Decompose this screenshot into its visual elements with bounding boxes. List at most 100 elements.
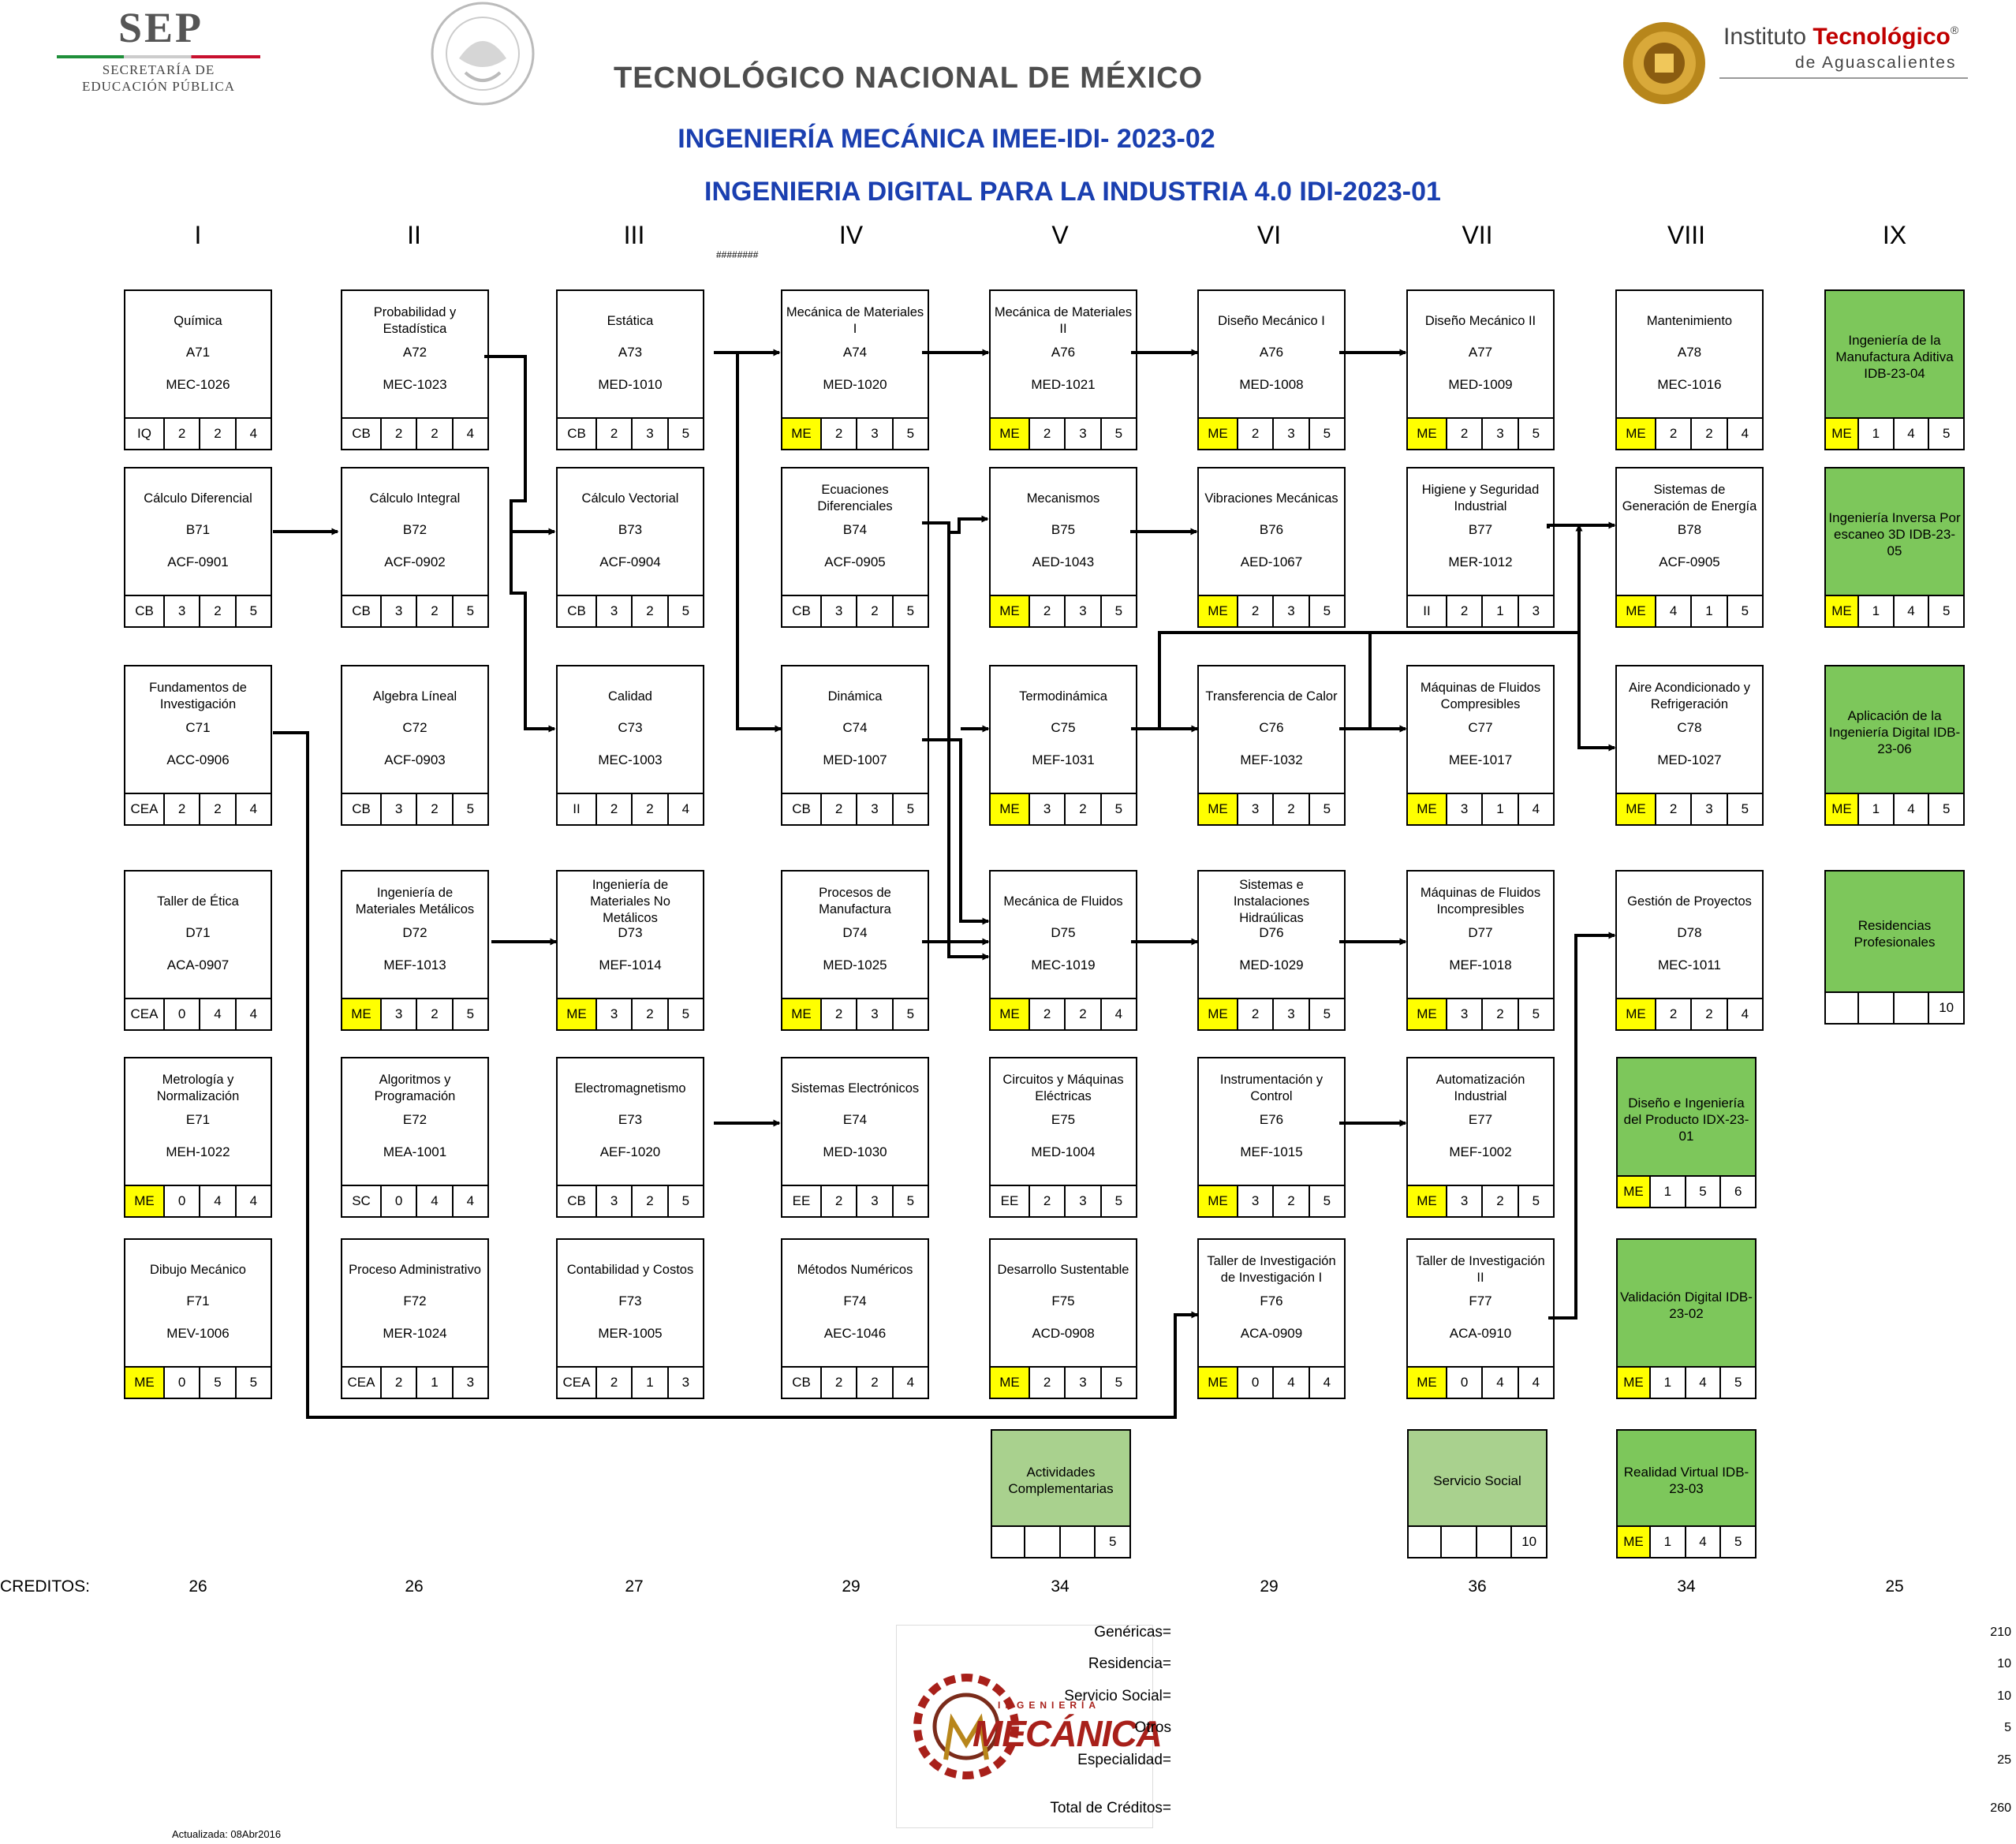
area-cell: CB xyxy=(782,1368,822,1398)
theory-hours: 0 xyxy=(382,1186,418,1216)
credits-cell: 5 xyxy=(906,801,915,816)
course-name: Dinámica xyxy=(827,689,883,704)
course-clave: MEE-1017 xyxy=(1448,752,1513,767)
area-cell: CB xyxy=(782,794,822,824)
semester-credits: 29 xyxy=(1260,1577,1279,1596)
summary-value: 5 xyxy=(2004,1721,2011,1734)
course-box: Procesos de Manufactura D74 MED-1025 ME 2 3 5 xyxy=(781,870,929,1031)
practice-hours: 3 xyxy=(1066,419,1102,449)
course-box: Circuitos y Máquinas Eléctricas E75 MED-10… xyxy=(989,1057,1137,1218)
area-cell: ME xyxy=(1199,596,1238,626)
credits-cell: 4 xyxy=(249,1006,258,1021)
course-clave: ACA-0910 xyxy=(1449,1326,1512,1341)
course-name: Métodos Numéricos xyxy=(797,1262,913,1277)
actividades-box: Actividades Complementarias 5 xyxy=(991,1429,1131,1558)
semester-header: IV xyxy=(838,221,864,249)
area-cell: ME xyxy=(991,999,1030,1029)
area-cell: CB xyxy=(558,596,597,626)
credit-row: ME 3 2 5 xyxy=(558,998,703,1029)
specialty-course: Ingeniería Inversa Por escaneo 3D IDB-23… xyxy=(1824,467,1965,628)
practice-hours: 2 xyxy=(857,596,894,626)
course-name: Sistemas de Generación de Energía xyxy=(1622,483,1757,513)
area-cell: EE xyxy=(782,1186,822,1216)
credits-cell: 5 xyxy=(1323,1193,1331,1208)
course-clave: MEC-1016 xyxy=(1657,377,1722,392)
course-box: Desarrollo Sustentable F75 ACD-0908 ME 2 3 5 xyxy=(989,1238,1137,1399)
credit-row: 10 xyxy=(1826,991,1963,1023)
credits-label: CREDITOS: xyxy=(0,1577,90,1596)
course-code: C73 xyxy=(618,720,643,735)
practice-hours: 3 xyxy=(857,419,894,449)
summary-value: 25 xyxy=(1997,1753,2011,1767)
course-name: Contabilidad y Costos xyxy=(566,1262,694,1277)
credit-row: CB 2 2 4 xyxy=(782,1366,928,1398)
course-name: Automatización Industrial xyxy=(1435,1073,1525,1103)
course-code: A78 xyxy=(1677,345,1702,360)
credit-row: ME 2 3 5 xyxy=(991,1366,1136,1398)
course-code: F77 xyxy=(1469,1293,1492,1308)
course-clave: ACF-0901 xyxy=(167,554,229,569)
course-code: B77 xyxy=(1468,522,1493,537)
area-cell: ME xyxy=(1199,1186,1238,1216)
semester-header: III xyxy=(623,221,645,249)
credit-row: ME 2 3 5 xyxy=(991,595,1136,626)
course-clave: ACF-0903 xyxy=(384,752,446,767)
practice-hours: 3 xyxy=(857,999,894,1029)
actividades-label: Actividades Complementarias xyxy=(1008,1465,1114,1496)
ita-logo-rule xyxy=(1719,77,1968,79)
theory-hours: 3 xyxy=(597,1186,633,1216)
credit-row: ME 1 4 5 xyxy=(1826,595,1963,626)
area-cell: II xyxy=(1408,596,1447,626)
theory-hours: 2 xyxy=(1030,999,1066,1029)
practice-hours: 3 xyxy=(1692,794,1728,824)
ita-logo-line2: de Aguascalientes xyxy=(1795,54,1957,72)
course-box: Dibujo Mecánico F71 MEV-1006 ME 0 5 5 xyxy=(124,1238,272,1399)
theory-hours: 3 xyxy=(382,999,418,1029)
course-name: Química xyxy=(174,313,222,328)
course-name: Gestión de Proyectos xyxy=(1627,894,1752,909)
area-cell: ME xyxy=(991,596,1030,626)
theory-hours: 3 xyxy=(822,596,858,626)
credit-row: ME 3 1 4 xyxy=(1408,793,1553,824)
course-box: Máquinas de Fluidos Compresibles C77 MEE-1… xyxy=(1406,665,1555,826)
specialty-course: Validación Digital IDB-23-02 ME 1 4 5 xyxy=(1616,1238,1757,1399)
sep-logo-subtitle: SECRETARÍA DE EDUCACIÓN PÚBLICA xyxy=(81,62,236,94)
theory-hours: 2 xyxy=(1447,596,1484,626)
course-code: E73 xyxy=(618,1112,643,1127)
course-clave: AEC-1046 xyxy=(823,1326,887,1341)
course-clave: MED-1020 xyxy=(823,377,887,392)
course-name: Sistemas e Instalaciones Hidraúlicas xyxy=(1233,877,1310,925)
credits-cell: 5 xyxy=(681,1006,690,1021)
course-box: Calidad C73 MEC-1003 II 2 2 4 xyxy=(556,665,704,826)
course-clave: MEC-1019 xyxy=(1031,957,1096,972)
area-cell: EE xyxy=(991,1186,1030,1216)
semester-credits: 29 xyxy=(842,1577,861,1596)
course-code: A77 xyxy=(1468,345,1493,360)
tecnm-heading: TECNOLÓGICO NACIONAL DE MÉXICO xyxy=(614,62,1204,95)
summary-label: Genéricas= xyxy=(1094,1624,1171,1641)
credit-row: II 2 2 4 xyxy=(558,793,703,824)
theory-hours: 2 xyxy=(382,419,418,449)
servicio-social-box: Servicio Social 10 xyxy=(1407,1429,1547,1558)
course-box: Mantenimiento A78 MEC-1016 ME 2 2 4 xyxy=(1615,289,1764,450)
practice-hours: 3 xyxy=(1274,596,1310,626)
course-code: B78 xyxy=(1677,522,1702,537)
course-code: D74 xyxy=(842,925,868,940)
semester-credits: 27 xyxy=(625,1577,644,1596)
course-box: Mecánica de Materiales I A74 MED-1020 ME 2 3 5 xyxy=(781,289,929,450)
theory-hours: 4 xyxy=(1656,596,1693,626)
specialty-course: Ingeniería de la Manufactura Aditiva IDB… xyxy=(1824,289,1965,450)
credit-row: CB 2 3 5 xyxy=(558,417,703,449)
credit-row: ME 1 4 5 xyxy=(1618,1525,1755,1557)
credit-row: ME 0 5 5 xyxy=(125,1366,271,1398)
course-name: Cálculo Diferencial xyxy=(144,491,252,506)
course-clave: MEC-1003 xyxy=(598,752,663,767)
summary-label: Servicio Social= xyxy=(1064,1688,1171,1704)
credit-row: ME 3 2 5 xyxy=(1408,998,1553,1029)
credit-row: ME 0 4 4 xyxy=(125,1185,271,1216)
practice-hours: 1 xyxy=(417,1368,454,1398)
theory-hours: 0 xyxy=(165,1186,201,1216)
semester-credits: 26 xyxy=(189,1577,207,1596)
semester-credits: 34 xyxy=(1677,1577,1696,1596)
course-name: Algebra Líneal xyxy=(372,689,457,704)
